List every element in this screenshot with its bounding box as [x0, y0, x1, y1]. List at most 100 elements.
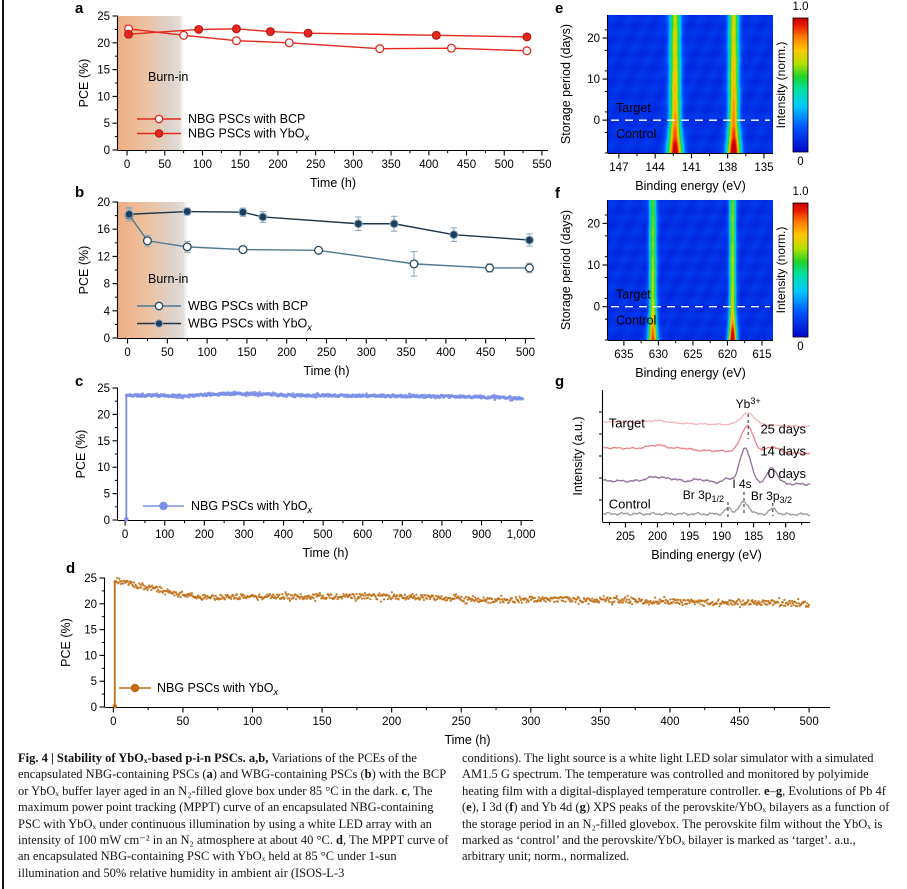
- svg-text:1.0: 1.0: [793, 1, 809, 13]
- svg-text:190: 190: [712, 531, 731, 543]
- svg-text:5: 5: [91, 676, 97, 688]
- svg-text:400: 400: [436, 347, 455, 359]
- svg-text:620: 620: [718, 349, 737, 361]
- svg-text:550: 550: [532, 159, 551, 171]
- svg-text:450: 450: [476, 347, 495, 359]
- svg-text:0: 0: [104, 333, 110, 345]
- svg-text:50: 50: [158, 159, 171, 171]
- panel-g-chart: 205 200 195 190 185 180 Binding energy (eV) Int…: [571, 390, 811, 562]
- panel-label-g: g: [555, 373, 565, 390]
- figure-caption-right: conditions). The light source is a white…: [462, 751, 890, 864]
- panel-e-chart: 147 144 141 138 135 0 10 20 Binding energy (eV) S…: [559, 1, 809, 193]
- panel-label-a: a: [75, 0, 84, 17]
- svg-text:25: 25: [84, 573, 97, 585]
- svg-text:Br 3p1/2: Br 3p1/2: [683, 488, 724, 504]
- svg-text:NBG PSCs with YbOx: NBG PSCs with YbOx: [157, 681, 279, 698]
- panel-e-heatmap-canvas: [608, 15, 773, 153]
- svg-text:0: 0: [594, 115, 600, 127]
- svg-text:500: 500: [314, 529, 333, 541]
- svg-text:450: 450: [730, 716, 749, 728]
- svg-text:800: 800: [432, 529, 451, 541]
- svg-text:PCE (%): PCE (%): [74, 430, 88, 479]
- svg-text:0: 0: [122, 529, 128, 541]
- svg-text:8: 8: [104, 279, 110, 291]
- svg-text:Time (h): Time (h): [310, 176, 356, 190]
- svg-text:150: 150: [312, 716, 331, 728]
- svg-text:16: 16: [97, 224, 110, 236]
- svg-text:350: 350: [396, 347, 415, 359]
- svg-text:250: 250: [452, 716, 471, 728]
- svg-text:350: 350: [591, 716, 610, 728]
- svg-text:0: 0: [797, 156, 803, 168]
- svg-text:500: 500: [495, 159, 514, 171]
- svg-text:0: 0: [110, 716, 116, 728]
- panel-b-chart: Burn-in 0 50 100 150 200 250 300 350 400 450 500 0 4 8…: [77, 197, 535, 378]
- svg-text:20: 20: [84, 599, 97, 611]
- panel-label-f: f: [555, 185, 560, 202]
- svg-text:300: 300: [234, 529, 253, 541]
- panel-f-heatmap-canvas: [608, 200, 773, 340]
- svg-text:635: 635: [614, 349, 633, 361]
- svg-text:0 days: 0 days: [768, 466, 807, 481]
- svg-text:50: 50: [177, 716, 190, 728]
- svg-text:Intensity (norm.): Intensity (norm.): [774, 42, 788, 129]
- svg-text:5: 5: [104, 489, 110, 501]
- svg-text:400: 400: [660, 716, 679, 728]
- svg-text:350: 350: [381, 159, 400, 171]
- svg-text:0: 0: [594, 302, 600, 314]
- svg-text:147: 147: [609, 162, 628, 174]
- svg-text:Yb3+: Yb3+: [736, 396, 761, 411]
- svg-text:Intensity (a.u.): Intensity (a.u.): [571, 416, 585, 495]
- svg-text:Time (h): Time (h): [444, 733, 490, 747]
- svg-text:138: 138: [718, 162, 737, 174]
- svg-text:250: 250: [306, 159, 325, 171]
- svg-text:Burn-in: Burn-in: [148, 272, 188, 286]
- svg-text:NBG PSCs with YbOx: NBG PSCs with YbOx: [188, 127, 310, 144]
- svg-text:25: 25: [97, 383, 110, 395]
- svg-text:Binding energy (eV): Binding energy (eV): [635, 179, 745, 193]
- svg-text:10: 10: [84, 650, 97, 662]
- svg-text:14 days: 14 days: [760, 443, 806, 458]
- svg-text:450: 450: [457, 159, 476, 171]
- svg-text:180: 180: [776, 531, 795, 543]
- svg-text:15: 15: [97, 65, 110, 77]
- svg-text:10: 10: [587, 74, 600, 86]
- svg-text:300: 300: [521, 716, 540, 728]
- panel-c-chart: 0 100 200 300 400 500 600 700 800 900 1,000 0 5 10 15 2…: [74, 383, 536, 560]
- svg-text:200: 200: [268, 159, 287, 171]
- panel-d-chart: 0 50 100 150 200 250 300 350 400 450 500 0 5 10 15 20 25…: [59, 573, 830, 747]
- svg-text:20: 20: [97, 38, 110, 50]
- svg-text:WBG PSCs with YbOx: WBG PSCs with YbOx: [188, 317, 313, 334]
- svg-text:Time (h): Time (h): [303, 364, 349, 378]
- svg-text:Burn-in: Burn-in: [148, 70, 188, 84]
- svg-text:100: 100: [198, 347, 217, 359]
- svg-text:10: 10: [587, 260, 600, 272]
- svg-text:300: 300: [357, 347, 376, 359]
- svg-text:141: 141: [682, 162, 701, 174]
- svg-text:20: 20: [97, 197, 110, 209]
- svg-text:Control: Control: [616, 314, 656, 328]
- svg-text:15: 15: [84, 625, 97, 637]
- svg-text:Target: Target: [616, 288, 651, 302]
- svg-text:1,000: 1,000: [507, 529, 536, 541]
- svg-text:0: 0: [104, 145, 110, 157]
- svg-text:0: 0: [124, 159, 130, 171]
- svg-text:144: 144: [646, 162, 666, 174]
- svg-text:Br 3p3/2: Br 3p3/2: [751, 489, 792, 505]
- svg-text:100: 100: [155, 529, 174, 541]
- svg-text:PCE (%): PCE (%): [59, 618, 73, 667]
- svg-text:Storage period (days): Storage period (days): [559, 210, 573, 330]
- svg-text:Storage period (days): Storage period (days): [559, 24, 573, 144]
- figure-caption-left: Fig. 4 | Stability of YbOₓ-based p-i-n P…: [18, 751, 449, 880]
- svg-text:100: 100: [243, 716, 262, 728]
- svg-text:600: 600: [353, 529, 372, 541]
- svg-text:20: 20: [97, 409, 110, 421]
- svg-text:15: 15: [97, 436, 110, 448]
- svg-text:185: 185: [744, 531, 763, 543]
- svg-text:PCE (%): PCE (%): [77, 246, 91, 295]
- panel-label-b: b: [75, 184, 85, 201]
- svg-text:WBG PSCs with BCP: WBG PSCs with BCP: [188, 299, 308, 313]
- svg-text:Intensity (norm.): Intensity (norm.): [774, 227, 788, 314]
